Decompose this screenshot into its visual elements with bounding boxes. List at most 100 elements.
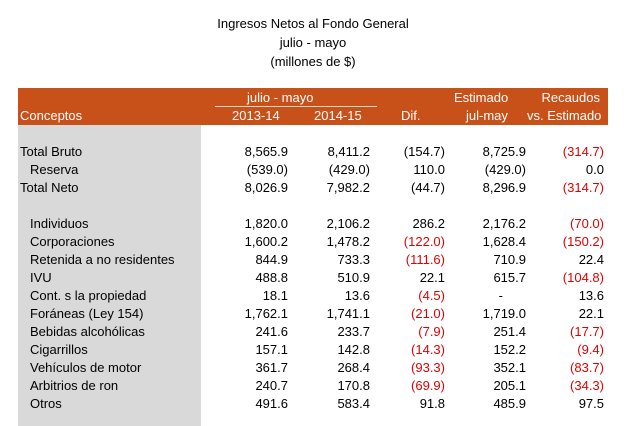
- cell-2014-15: 170.8: [337, 378, 370, 393]
- table-row: Reserva (539.0) (429.0) 110.0 (429.0) 0.0: [18, 161, 608, 179]
- cell-estimated: 352.1: [493, 360, 526, 375]
- cell-vs-estimated: (70.0): [570, 216, 604, 231]
- cell-vs-estimated: (34.3): [570, 378, 604, 393]
- row-concept-label: Bebidas alcohólicas: [30, 324, 145, 339]
- header-col-diff: Dif.: [401, 108, 421, 123]
- row-concept-label: IVU: [30, 270, 52, 285]
- cell-estimated: 152.2: [493, 342, 526, 357]
- cell-estimated: 1,628.4: [482, 234, 526, 249]
- cell-difference: 22.1: [419, 270, 445, 285]
- cell-2013-14: 1,762.1: [244, 306, 288, 321]
- cell-2014-15: 583.4: [337, 396, 370, 411]
- table-row: Foráneas (Ley 154) 1,762.1 1,741.1 (21.0) 1,…: [18, 305, 608, 323]
- cell-difference: (44.7): [411, 180, 445, 195]
- concepts-column-background: [18, 125, 201, 426]
- header-col-2013: 2013-14: [232, 108, 280, 123]
- table-row: IVU 488.8 510.9 22.1 615.7 (104.8): [18, 269, 608, 287]
- row-concept-label: Total Bruto: [20, 144, 83, 159]
- cell-difference: (7.9): [418, 324, 445, 339]
- table-row: Vehículos de motor 361.7 268.4 (93.3) 352.1 (…: [18, 359, 608, 377]
- title-line-1: Ingresos Netos al Fondo General: [217, 16, 409, 31]
- cell-vs-estimated: (314.7): [562, 144, 604, 159]
- cell-vs-estimated: (314.7): [562, 180, 604, 195]
- cell-vs-estimated: 13.6: [578, 288, 604, 303]
- header-col-2014: 2014-15: [314, 108, 362, 123]
- cell-2013-14: 240.7: [255, 378, 288, 393]
- cell-difference: 91.8: [419, 396, 445, 411]
- cell-2014-15: 233.7: [337, 324, 370, 339]
- cell-2013-14: 488.8: [255, 270, 288, 285]
- cell-estimated: 8,296.9: [482, 180, 526, 195]
- cell-2013-14: 157.1: [255, 342, 288, 357]
- cell-2013-14: (539.0): [246, 162, 288, 177]
- row-concept-label: Cont. s la propiedad: [30, 288, 147, 303]
- cell-2014-15: 8,411.2: [327, 144, 370, 159]
- row-concept-label: Cigarrillos: [30, 342, 88, 357]
- table-row: Cont. s la propiedad 18.1 13.6 (4.5) - 13.6: [18, 287, 608, 305]
- cell-2014-15: 142.8: [337, 342, 370, 357]
- cell-difference: (21.0): [411, 306, 445, 321]
- cell-2013-14: 1,820.0: [244, 216, 288, 231]
- cell-vs-estimated: 22.4: [578, 252, 604, 267]
- report-title: Ingresos Netos al Fondo General julio - …: [0, 14, 626, 71]
- header-collections-bottom: vs. Estimado: [527, 108, 602, 123]
- cell-vs-estimated: (17.7): [570, 324, 604, 339]
- row-concept-label: Otros: [30, 396, 62, 411]
- cell-2014-15: 1,741.1: [326, 306, 370, 321]
- cell-difference: (14.3): [411, 342, 445, 357]
- row-concept-label: Retenida a no residentes: [30, 252, 175, 267]
- header-period-underline: [215, 106, 377, 107]
- header-period-group: julio - mayo: [247, 90, 314, 105]
- cell-difference: (122.0): [403, 234, 445, 249]
- header-estimated-top: Estimado: [454, 90, 509, 105]
- cell-2014-15: 510.9: [337, 270, 370, 285]
- cell-difference: (4.5): [418, 288, 445, 303]
- cell-estimated: 615.7: [493, 270, 526, 285]
- row-concept-label: Vehículos de motor: [30, 360, 142, 375]
- cell-difference: (93.3): [411, 360, 445, 375]
- table-row: Cigarrillos 157.1 142.8 (14.3) 152.2 (9.4): [18, 341, 608, 359]
- cell-estimated: 1,719.0: [482, 306, 526, 321]
- cell-2013-14: 361.7: [255, 360, 288, 375]
- cell-estimated: 710.9: [493, 252, 526, 267]
- title-line-3: (millones de $): [270, 54, 356, 69]
- header-estimated-bottom: jul-may: [466, 108, 508, 123]
- cell-vs-estimated: 0.0: [585, 162, 604, 177]
- cell-difference: 110.0: [413, 162, 445, 177]
- row-concept-label: Total Neto: [20, 180, 79, 195]
- header-collections-top: Recaudos: [541, 90, 600, 105]
- cell-estimated: 485.9: [493, 396, 526, 411]
- cell-2013-14: 241.6: [255, 324, 288, 339]
- table-row: Total Bruto 8,565.9 8,411.2 (154.7) 8,725.9 (…: [18, 143, 608, 161]
- table-header: julio - mayo Estimado Recaudos Conceptos…: [18, 88, 608, 125]
- cell-vs-estimated: 22.1: [578, 306, 604, 321]
- cell-2013-14: 8,565.9: [244, 144, 288, 159]
- row-concept-label: Corporaciones: [30, 234, 115, 249]
- cell-2014-15: 2,106.2: [326, 216, 370, 231]
- row-concept-label: Individuos: [30, 216, 89, 231]
- cell-difference: (154.7): [403, 144, 445, 159]
- cell-2013-14: 491.6: [255, 396, 288, 411]
- cell-estimated: 8,725.9: [482, 144, 526, 159]
- title-line-2: julio - mayo: [279, 35, 347, 50]
- cell-2013-14: 8,026.9: [244, 180, 288, 195]
- cell-vs-estimated: (9.4): [577, 342, 604, 357]
- cell-2014-15: 7,982.2: [326, 180, 370, 195]
- cell-2013-14: 1,600.2: [244, 234, 288, 249]
- table-row: Otros 491.6 583.4 91.8 485.9 97.5: [18, 395, 608, 413]
- cell-2014-15: 268.4: [337, 360, 370, 375]
- table-row: Total Neto 8,026.9 7,982.2 (44.7) 8,296.9 (31…: [18, 179, 608, 197]
- table-row: Arbitrios de ron 240.7 170.8 (69.9) 205.1 (34…: [18, 377, 608, 395]
- cell-estimated: -: [498, 288, 503, 303]
- cell-2014-15: (429.0): [328, 162, 370, 177]
- table-row: Bebidas alcohólicas 241.6 233.7 (7.9) 251.4 (…: [18, 323, 608, 341]
- cell-difference: 286.2: [412, 216, 445, 231]
- cell-vs-estimated: 97.5: [578, 396, 604, 411]
- row-concept-label: Reserva: [30, 162, 79, 177]
- cell-estimated: (429.0): [484, 162, 526, 177]
- cell-estimated: 251.4: [493, 324, 526, 339]
- row-concept-label: Arbitrios de ron: [30, 378, 119, 393]
- cell-difference: (69.9): [411, 378, 445, 393]
- cell-vs-estimated: (150.2): [562, 234, 604, 249]
- cell-2013-14: 844.9: [255, 252, 288, 267]
